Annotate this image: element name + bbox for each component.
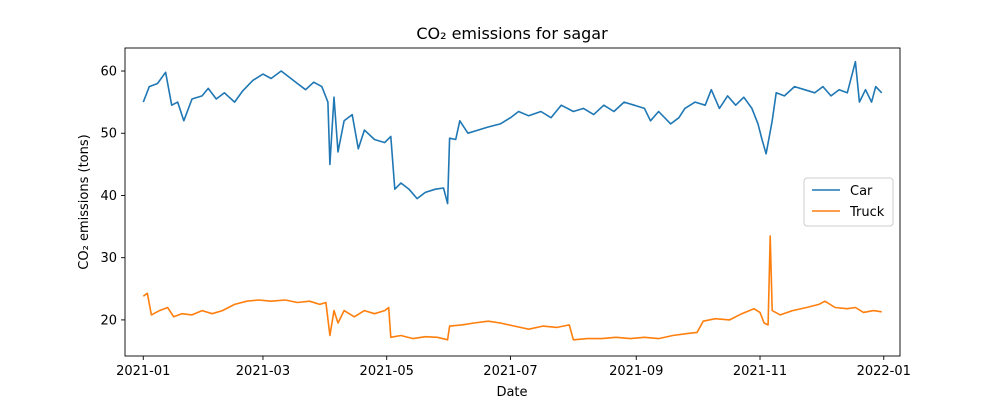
y-tick-label: 40 [100, 189, 117, 204]
x-tick-label: 2022-01 [857, 364, 911, 379]
x-tick-label: 2021-05 [360, 364, 414, 379]
y-axis: 20 30 40 50 60 [100, 65, 125, 328]
legend-label-car: Car [850, 184, 873, 199]
x-tick-label: 2021-03 [236, 364, 290, 379]
plot-frame [124, 47, 901, 357]
y-tick-label: 20 [100, 313, 117, 328]
x-tick-label: 2021-07 [483, 364, 537, 379]
chart-title: CO₂ emissions for sagar [416, 24, 608, 43]
series-line-truck [142, 235, 882, 341]
x-axis-label: Date [496, 385, 527, 400]
plot-lines [142, 60, 883, 341]
series-line-car [142, 60, 883, 205]
y-tick-label: 30 [100, 251, 117, 266]
x-axis: 2021-01 2021-03 2021-05 2021-07 2021-09 2021-… [116, 356, 911, 379]
x-tick-label: 2021-09 [609, 364, 663, 379]
legend: Car Truck [803, 177, 894, 227]
y-axis-label: CO₂ emissions (tons) [77, 134, 92, 269]
y-tick-label: 60 [100, 65, 117, 80]
x-tick-label: 2021-01 [116, 364, 170, 379]
legend-label-truck: Truck [849, 205, 885, 220]
y-tick-label: 50 [100, 127, 117, 142]
x-tick-label: 2021-11 [733, 364, 787, 379]
